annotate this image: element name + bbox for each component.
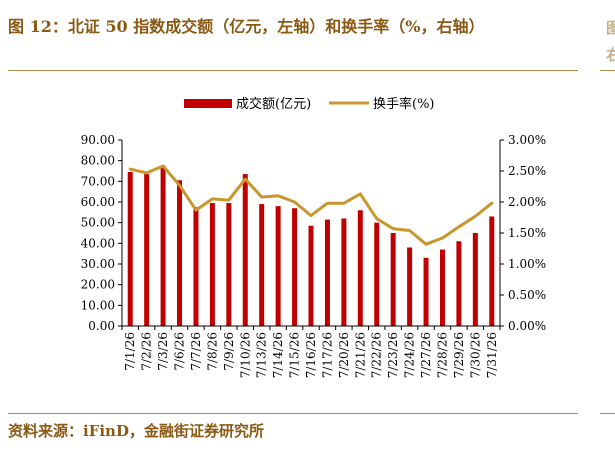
x-axis: 7/1/26 7/2/26 7/3/26 7/6/26 7/7/26 7/8/26 7/9/… <box>121 325 501 378</box>
bar <box>324 219 330 326</box>
bar <box>390 233 396 326</box>
x-tick-label: 7/7/26 <box>189 332 203 371</box>
right-axis: 0.00% 0.50% 1.00% 1.50% 2.00% 2.50% 3.00% <box>499 133 546 333</box>
right-tick-label: 2.00% <box>508 195 546 209</box>
x-tick-label: 7/22/26 <box>370 332 384 378</box>
right-tick-label: 0.00% <box>508 319 546 333</box>
title-divider <box>600 70 615 71</box>
bar <box>127 172 133 326</box>
x-tick-label: 7/8/26 <box>205 332 219 371</box>
x-tick-label: 7/30/26 <box>468 332 482 378</box>
x-tick-label: 7/27/26 <box>419 332 433 378</box>
footer-divider <box>600 413 615 414</box>
bar <box>472 233 478 326</box>
x-tick-label: 7/15/26 <box>288 332 302 378</box>
source-note: 资料来源：iFinD，金融街证券研究所 <box>8 422 264 440</box>
bar <box>242 174 248 326</box>
legend-bar-swatch <box>184 99 232 108</box>
left-tick-label: 30.00 <box>81 257 115 271</box>
x-tick-label: 7/29/26 <box>452 332 466 378</box>
left-tick-label: 50.00 <box>81 216 115 230</box>
x-tick-label: 7/6/26 <box>173 332 187 371</box>
x-tick-label: 7/13/26 <box>255 332 269 378</box>
bar <box>292 208 298 326</box>
figure-title: 图 12：北证 50 指数成交额（亿元，左轴）和换手率（%，右轴） <box>8 17 485 36</box>
bar <box>177 180 183 326</box>
footer-divider <box>8 413 578 414</box>
bar <box>456 241 462 326</box>
clipped-edge-glyph: 图 <box>606 19 615 37</box>
bar <box>489 216 495 326</box>
bar <box>374 222 380 326</box>
right-tick-label: 1.00% <box>508 257 546 271</box>
x-tick-label: 7/3/26 <box>156 332 170 371</box>
legend-line-label: 换手率(%) <box>373 96 435 112</box>
bar <box>439 249 445 326</box>
x-tick-label: 7/14/26 <box>271 332 285 378</box>
left-axis: 0.00 10.00 20.00 30.00 40.00 50.00 60.00 70.00 8… <box>81 133 123 333</box>
x-tick-label: 7/31/26 <box>485 332 499 378</box>
bar <box>209 203 215 326</box>
title-divider <box>8 70 578 71</box>
left-tick-label: 10.00 <box>81 298 115 312</box>
left-tick-label: 0.00 <box>88 319 115 333</box>
right-tick-label: 0.50% <box>508 288 546 302</box>
bar <box>259 204 265 326</box>
bar <box>341 218 347 326</box>
line-series <box>128 164 494 246</box>
x-tick-label: 7/20/26 <box>337 332 351 378</box>
x-tick-label: 7/2/26 <box>140 332 154 371</box>
left-tick-label: 90.00 <box>81 133 115 147</box>
clipped-edge-glyph: 右 <box>606 46 615 64</box>
right-tick-label: 2.50% <box>508 164 546 178</box>
x-tick-label: 7/9/26 <box>222 332 236 371</box>
x-tick-label: 7/28/26 <box>436 332 450 378</box>
bar <box>160 165 166 326</box>
bar <box>226 203 232 326</box>
x-tick-label: 7/1/26 <box>123 332 137 371</box>
x-tick-label: 7/16/26 <box>304 332 318 378</box>
bar <box>407 247 413 326</box>
bar <box>275 206 281 326</box>
bar <box>357 210 363 326</box>
x-tick-label: 7/23/26 <box>386 332 400 378</box>
right-tick-label: 3.00% <box>508 133 546 147</box>
x-tick-label: 7/24/26 <box>403 332 417 378</box>
x-tick-label: 7/21/26 <box>353 332 367 378</box>
bar <box>308 225 314 326</box>
left-tick-label: 70.00 <box>81 174 115 188</box>
bar <box>423 257 429 326</box>
bar-series <box>127 165 495 326</box>
left-tick-label: 20.00 <box>81 278 115 292</box>
left-tick-label: 80.00 <box>81 154 115 168</box>
x-tick-label: 7/10/26 <box>238 332 252 378</box>
bar <box>193 207 199 326</box>
left-tick-label: 40.00 <box>81 236 115 250</box>
bar <box>144 174 150 326</box>
legend-bar-label: 成交额(亿元) <box>236 96 311 112</box>
left-tick-label: 60.00 <box>81 195 115 209</box>
x-tick-label: 7/17/26 <box>320 332 334 378</box>
legend: 成交额(亿元) 换手率(%) <box>184 96 435 112</box>
right-tick-label: 1.50% <box>508 226 546 240</box>
